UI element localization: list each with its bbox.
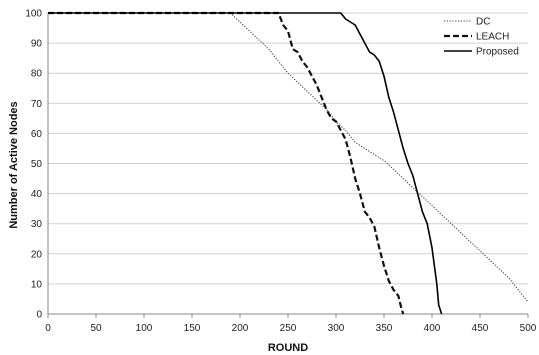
legend-label-dc: DC — [476, 17, 490, 28]
x-tick-label: 500 — [520, 323, 537, 334]
y-tick-label: 80 — [31, 69, 43, 80]
x-tick-label: 0 — [45, 323, 51, 334]
x-tick-label: 200 — [232, 323, 249, 334]
y-tick-label: 0 — [36, 310, 42, 321]
series-line-dc — [48, 12, 529, 303]
y-tick-label: 70 — [31, 99, 43, 110]
y-tick-label: 20 — [31, 249, 43, 260]
x-tick-label: 450 — [472, 323, 489, 334]
y-tick-label: 30 — [31, 219, 43, 230]
x-tick-label: 150 — [184, 323, 201, 334]
x-tick-label: 300 — [328, 323, 345, 334]
y-tick-label: 50 — [31, 159, 43, 170]
y-tick-label: 10 — [31, 279, 43, 290]
axes — [47, 13, 529, 318]
x-tick-label: 250 — [280, 323, 297, 334]
y-tick-label: 40 — [31, 189, 43, 200]
series-line-leach — [48, 11, 405, 315]
y-tick-label: 90 — [31, 39, 43, 50]
series-lines — [48, 11, 529, 315]
x-tick-label: 350 — [376, 323, 393, 334]
y-tick-label: 100 — [25, 9, 42, 20]
gridlines — [48, 12, 528, 285]
legend: DC LEACH Proposed — [444, 17, 519, 58]
x-axis-title: ROUND — [268, 342, 308, 354]
legend-label-leach: LEACH — [476, 32, 509, 43]
y-tick-label: 60 — [31, 129, 43, 140]
x-tick-label: 400 — [424, 323, 441, 334]
tick-labels: 0 10 20 30 40 50 60 70 80 90 100 0 50 100 150 200 250 300… — [25, 9, 536, 335]
x-tick-label: 50 — [90, 323, 102, 334]
series-line-proposed — [48, 12, 443, 315]
legend-label-proposed: Proposed — [476, 47, 519, 58]
y-axis-title: Number of Active Nodes — [8, 101, 20, 228]
x-tick-label: 100 — [136, 323, 153, 334]
